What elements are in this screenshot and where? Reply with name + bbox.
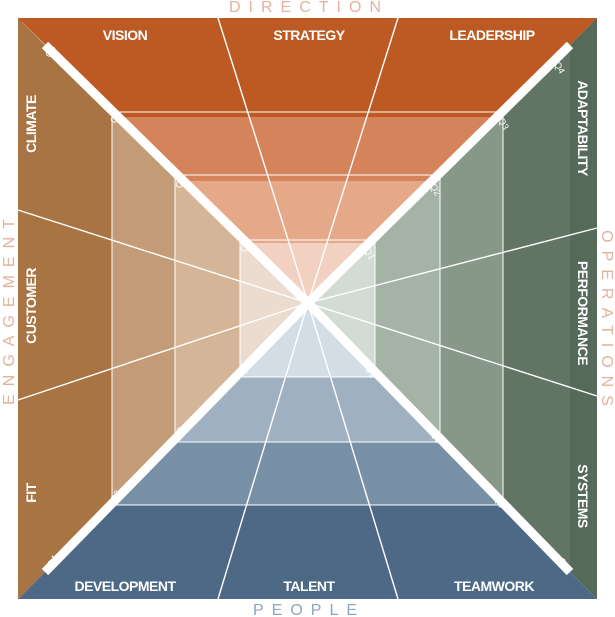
band-outline-q3 <box>111 111 504 506</box>
segment-label-climate: CLIMATE <box>23 95 39 153</box>
seg-line-bottom-1 <box>217 302 309 600</box>
direction-label-top: DIRECTION <box>229 0 389 16</box>
seg-line-top-1 <box>217 17 309 304</box>
direction-label-right: OPERATIONS <box>598 230 615 414</box>
left-band-q4 <box>45 45 112 572</box>
bottom-band-q4 <box>45 505 570 572</box>
right-band-q4 <box>503 45 570 572</box>
seg-line-bottom-2 <box>307 302 399 600</box>
frame-left <box>18 18 45 599</box>
top-band-q2 <box>183 181 432 243</box>
right-band-q2 <box>375 175 440 442</box>
segment-label-talent: TALENT <box>283 578 335 594</box>
segment-label-systems: SYSTEMS <box>575 464 591 528</box>
segment-label-vision: VISION <box>103 27 148 43</box>
bottom-band-q1 <box>240 303 375 377</box>
seg-line-left-2 <box>17 302 309 401</box>
seg-line-left-1 <box>17 209 309 304</box>
segment-label-leadership: LEADERSHIP <box>449 27 534 43</box>
band-outlines <box>111 111 504 506</box>
left-band-q3 <box>112 112 175 505</box>
frame-right <box>570 18 597 599</box>
frame-bottom <box>18 572 597 599</box>
segment-label-teamwork: TEAMWORK <box>454 578 534 594</box>
direction-label-bottom: PEOPLE <box>253 602 365 617</box>
diagonal-br <box>304 299 574 576</box>
segment-label-development: DEVELOPMENT <box>74 578 176 594</box>
segment-label-performance: PERFORMANCE <box>575 261 591 365</box>
seg-line-right-1 <box>307 227 598 304</box>
left-band-q2 <box>175 175 240 442</box>
segment-label-customer: CUSTOMER <box>23 268 39 344</box>
segment-lines <box>17 17 598 600</box>
band-outline-q1 <box>239 239 376 378</box>
direction-label-left: ENGAGEMENT <box>1 211 18 405</box>
segment-label-strategy: STRATEGY <box>273 27 345 43</box>
band-outline-q2 <box>174 174 441 443</box>
right-band-q3 <box>440 112 503 505</box>
seg-line-right-2 <box>307 302 598 397</box>
top-band-q3 <box>118 117 496 181</box>
segment-label-fit: FIT <box>23 482 39 502</box>
top-band-q4-inner <box>63 62 553 117</box>
top-band-q1 <box>246 243 368 303</box>
seg-line-top-2 <box>307 17 399 304</box>
diagonal-tr <box>304 41 574 307</box>
bottom-band-q2 <box>175 377 440 442</box>
top-band-q4 <box>18 18 597 62</box>
segment-label-adaptability: ADAPTABILITY <box>575 80 591 177</box>
left-band-q1 <box>240 240 308 377</box>
diagonal-bl <box>41 299 312 576</box>
bottom-band-q3 <box>112 442 503 505</box>
diagonal-tl <box>41 41 312 307</box>
right-band-q1 <box>308 240 375 377</box>
